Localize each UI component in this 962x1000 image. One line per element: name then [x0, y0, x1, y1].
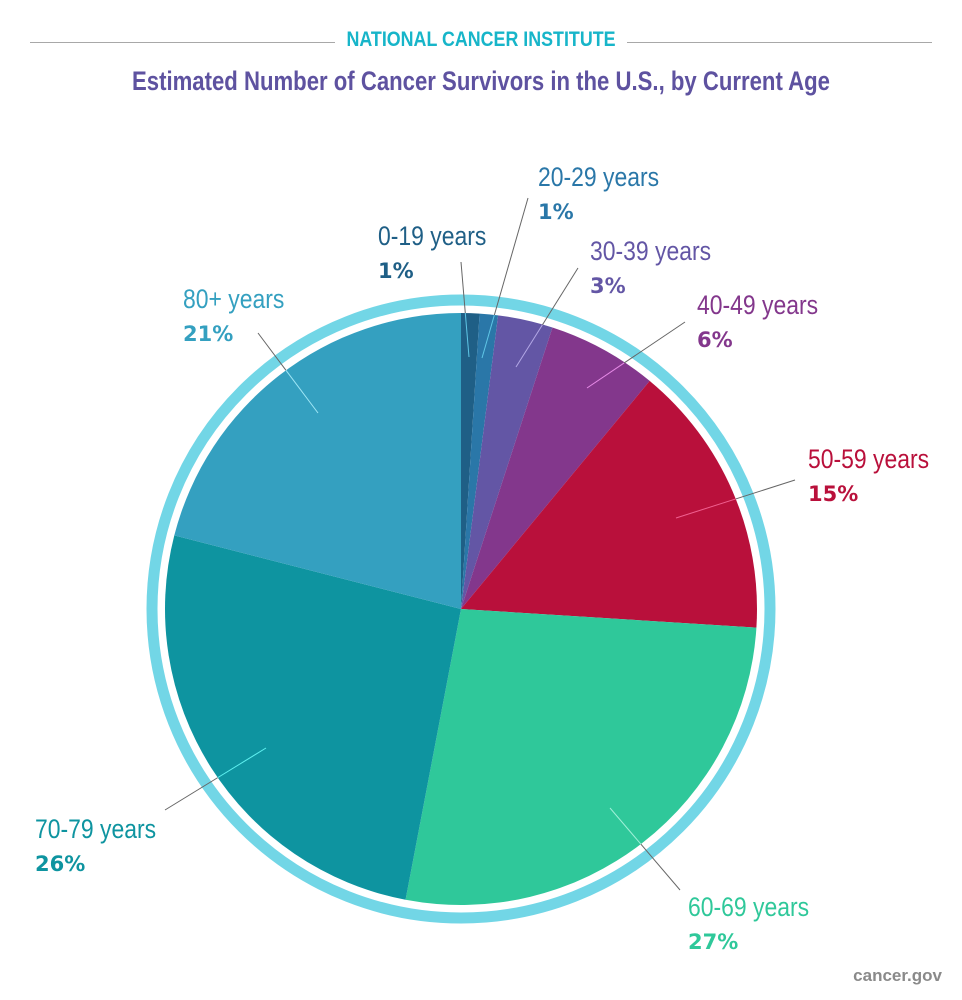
- leader-line-3: [623, 321, 686, 364]
- leader-line-4: [735, 479, 796, 500]
- leader-line-7: [257, 332, 287, 371]
- leader-line-2: [541, 267, 579, 326]
- slice-label-2: 30-39 years: [590, 236, 711, 266]
- slice-value-7: 21%: [183, 322, 233, 346]
- pie-slice-7: [174, 313, 461, 609]
- slice-label-6: 70-79 years: [35, 814, 156, 844]
- organization-name: NATIONAL CANCER INSTITUTE: [346, 28, 616, 51]
- pie-slice-5: [405, 609, 757, 905]
- slice-label-0: 0-19 years: [378, 221, 486, 251]
- slice-value-4: 15%: [808, 482, 858, 506]
- leader-line-inner-0: [464, 313, 470, 358]
- pie-slice-0: [461, 313, 480, 609]
- slice-label-1: 20-29 years: [538, 162, 659, 192]
- slice-label-5: 60-69 years: [688, 892, 809, 922]
- pie-slice-3: [461, 327, 650, 609]
- leader-line-0: [460, 261, 466, 314]
- slice-value-2: 3%: [590, 274, 626, 298]
- header-rule-right: [627, 42, 932, 43]
- slice-value-3: 6%: [697, 328, 733, 352]
- leader-line-5: [640, 843, 681, 891]
- chart-title: Estimated Number of Cancer Survivors in …: [132, 66, 830, 96]
- outer-ring: [146, 294, 776, 924]
- slice-value-1: 1%: [538, 200, 574, 224]
- leader-line-inner-2: [515, 324, 543, 368]
- slice-value-0: 1%: [378, 259, 414, 283]
- pie-slice-6: [164, 535, 461, 900]
- leader-line-1: [493, 197, 529, 316]
- leader-line-inner-5: [609, 807, 642, 845]
- pie-slice-2: [461, 315, 553, 609]
- leader-line-inner-1: [481, 314, 495, 359]
- leader-line-inner-4: [675, 498, 736, 519]
- slice-value-5: 27%: [688, 930, 738, 954]
- pie-slice-4: [461, 380, 757, 628]
- pie-slice-1: [461, 313, 499, 609]
- slice-label-7: 80+ years: [183, 284, 284, 314]
- leader-line-inner-3: [586, 362, 625, 389]
- slice-label-4: 50-59 years: [808, 444, 929, 474]
- source-label: cancer.gov: [853, 966, 942, 985]
- slice-value-6: 26%: [35, 852, 85, 876]
- leader-line-inner-7: [285, 369, 319, 414]
- slice-label-3: 40-49 years: [697, 290, 818, 320]
- header-rule-left: [30, 42, 335, 43]
- leader-line-inner-6: [217, 747, 267, 779]
- leader-line-6: [164, 777, 219, 811]
